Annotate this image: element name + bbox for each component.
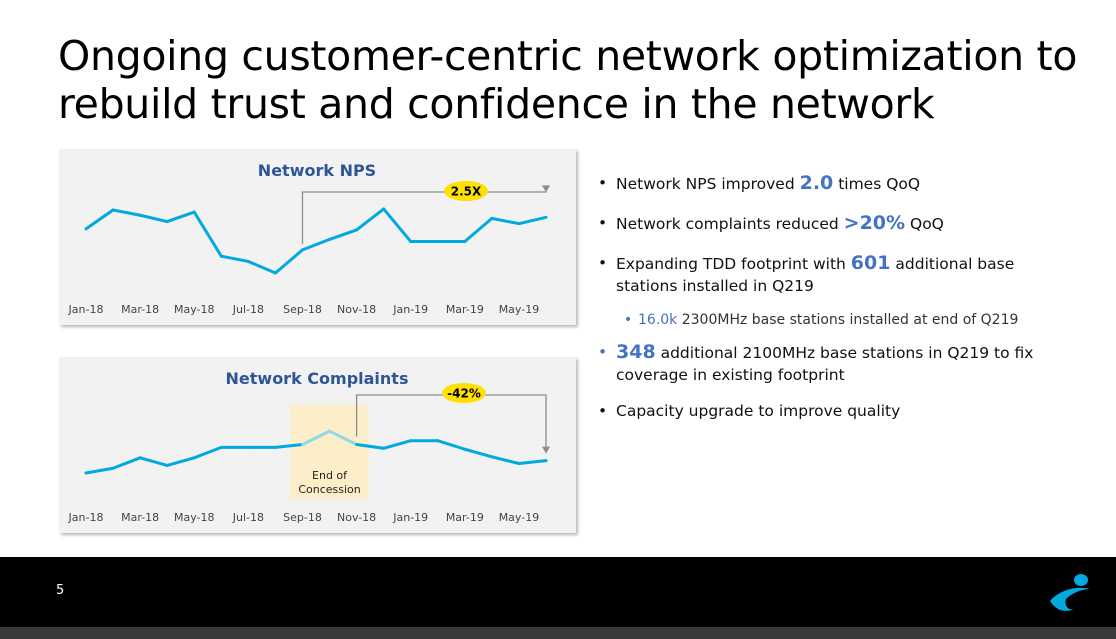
concession-label-line2: Concession [298,483,360,496]
footer-bar: 5 [0,557,1116,627]
nps-chart: Network NPS 2.5X Jan-18 Mar-18 May-18 Jul-18 S… [68,161,551,316]
x-tick-label: Mar-18 [121,303,159,316]
annotation-label: 2.5X [451,185,482,199]
series-segment [355,207,386,232]
x-tick-label: Nov-18 [337,511,376,524]
series-segment [111,208,142,217]
footer-strip [0,627,1116,639]
series-segment [382,439,413,450]
bullet-list: • Network NPS improved 2.0 times QoQ • Net… [598,172,1098,422]
x-tick-label: Mar-19 [446,511,484,524]
series-segment [355,443,386,450]
x-tick-label: Jan-18 [68,511,104,524]
x-tick-label: Jan-19 [392,303,428,316]
series-segment [246,259,277,275]
bullet-complaints: • Network complaints reduced >20% QoQ [598,212,944,234]
series-segment [328,228,359,241]
x-tick-label: Sep-18 [283,511,322,524]
series-segment [192,210,223,258]
bullet-tdd-sub: • 16.0k 2300MHz base stations installed a… [624,312,1019,328]
concession-label-line1: End of [312,469,348,482]
series-segment [436,439,467,451]
x-tick-label: May-19 [499,511,540,524]
series-segment [192,445,223,460]
x-tick-label: Sep-18 [283,303,322,316]
series-segment [328,429,359,446]
chart-title: Network Complaints [226,369,409,388]
bullet-capacity: • Capacity upgrade to improve quality [598,402,901,420]
annotation-badge [442,383,486,403]
series-segment [219,254,250,263]
series-segment [84,466,115,475]
x-tick-label: Jul-18 [232,511,264,524]
series-segment [165,210,196,224]
x-tick-label: Mar-19 [446,303,484,316]
series-segment [273,443,304,449]
page-number: 5 [56,583,65,598]
bullet-tdd: • Expanding TDD footprint with 601 additi… [598,252,1015,295]
nps-chart-panel: Network NPS 2.5X Jan-18 Mar-18 May-18 Jul-18 S… [59,149,576,325]
series-segment [517,215,548,226]
telenor-logo-icon [1050,574,1090,611]
annotation-arrowhead [542,185,551,193]
series-segment [138,456,169,467]
chart-title: Network NPS [258,161,376,180]
bullet-2100mhz: • 348 additional 2100MHz base stations in… [598,341,1034,384]
series-segment [490,216,521,226]
annotation-badge [444,181,488,201]
series-segment [517,459,548,465]
series-segment [138,213,169,224]
concession-band [290,405,369,499]
series-segment [165,456,196,467]
x-tick-label: Jan-18 [68,303,104,316]
series-segment [300,237,332,252]
x-tick-label: Mar-18 [121,511,159,524]
x-tick-label: May-18 [174,511,215,524]
x-tick-label: Nov-18 [337,303,376,316]
series-segment [382,207,413,243]
series-segment [111,456,142,470]
series-segment [300,429,332,446]
complaints-chart-panel: End of Concession Network Complaints -42% Ja… [59,357,576,533]
x-tick-label: Jul-18 [232,303,264,316]
series-segment [490,455,521,465]
x-tick-label: May-18 [174,303,215,316]
bullet-nps: • Network NPS improved 2.0 times QoQ [598,172,921,194]
series-segment [463,216,494,243]
series-segment [84,208,115,231]
x-tick-label: Jan-19 [392,511,428,524]
series-segment [273,248,304,275]
annotation-label: -42% [447,387,481,401]
x-tick-label: May-19 [499,303,540,316]
slide-title: Ongoing customer-centric network optimiz… [58,32,1078,128]
series-segment [463,447,494,459]
annotation-arrowhead [542,446,551,454]
